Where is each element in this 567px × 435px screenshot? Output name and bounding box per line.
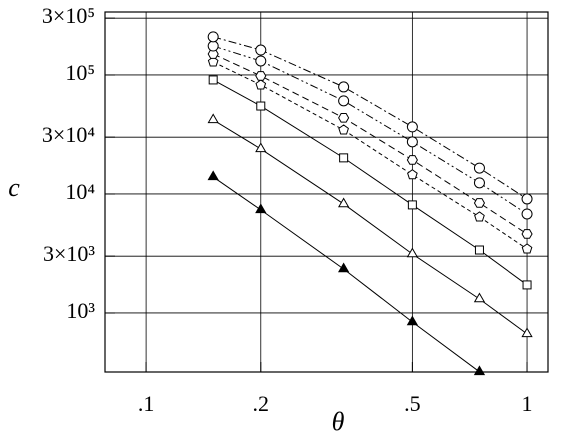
- x-tick-label: 1: [522, 391, 533, 416]
- y-tick-label: 10³: [66, 298, 95, 323]
- point: [339, 153, 349, 163]
- point: [407, 200, 417, 210]
- point: [521, 243, 533, 254]
- y-tick-label: 3×10³: [43, 241, 95, 266]
- y-tick-label: 3×10⁵: [42, 3, 95, 28]
- x-axis-label: θ: [332, 407, 345, 435]
- point: [406, 121, 418, 133]
- point: [255, 79, 267, 90]
- y-tick-label: 3×10⁴: [42, 122, 95, 147]
- point: [338, 113, 350, 123]
- series-line: [212, 79, 528, 286]
- point: [338, 124, 349, 135]
- series-line: [212, 119, 528, 335]
- plot-frame: [104, 11, 549, 373]
- point: [255, 71, 267, 81]
- point: [255, 44, 267, 56]
- point: [522, 280, 532, 290]
- series-line: [213, 36, 528, 200]
- point: [407, 169, 418, 180]
- point: [406, 136, 418, 148]
- point: [521, 327, 533, 338]
- x-tick-label: .2: [253, 391, 270, 416]
- point: [338, 197, 350, 208]
- point: [473, 198, 486, 208]
- point: [473, 365, 486, 376]
- point: [406, 247, 419, 258]
- point: [255, 55, 267, 67]
- y-tick-label: 10⁵: [65, 60, 95, 85]
- point: [207, 31, 219, 43]
- point: [406, 155, 418, 165]
- point: [406, 315, 419, 326]
- point: [207, 170, 219, 181]
- point: [338, 262, 350, 273]
- point: [256, 101, 266, 111]
- point: [207, 56, 219, 67]
- x-tick-label: .1: [138, 391, 155, 416]
- point: [474, 245, 484, 255]
- point: [338, 81, 350, 93]
- point: [521, 208, 533, 220]
- point: [207, 40, 219, 52]
- y-axis-label: c: [8, 173, 20, 202]
- point: [255, 142, 267, 153]
- point: [338, 95, 350, 107]
- point: [474, 211, 485, 222]
- point: [473, 292, 486, 303]
- point: [208, 75, 218, 85]
- y-tick-label: 10⁴: [65, 179, 95, 204]
- point: [473, 177, 485, 189]
- point: [207, 113, 219, 124]
- point: [521, 193, 533, 205]
- point: [521, 229, 533, 239]
- point: [255, 203, 267, 214]
- x-tick-label: .5: [404, 391, 421, 416]
- point: [473, 162, 485, 174]
- series-line: [212, 61, 528, 250]
